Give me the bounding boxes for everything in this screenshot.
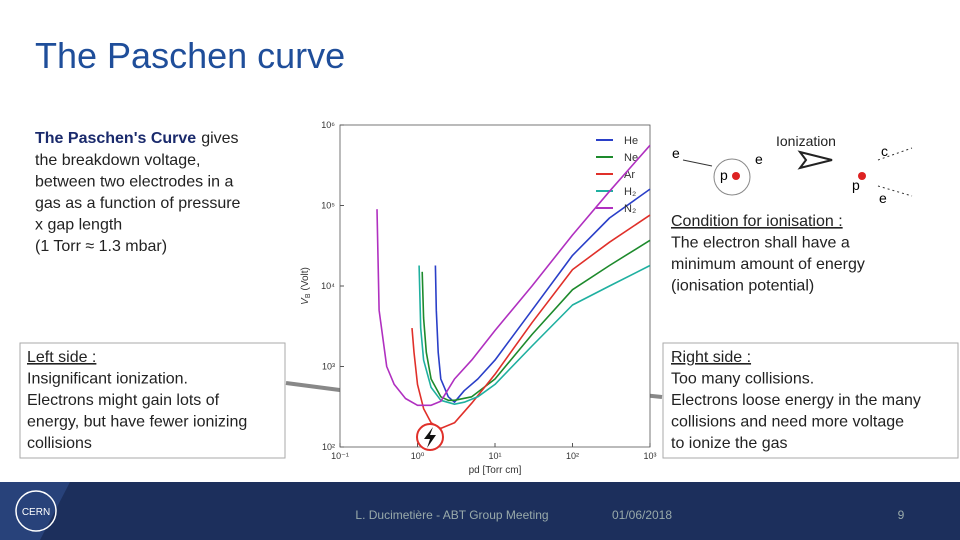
x-tick-label: 10⁻¹ <box>331 451 349 461</box>
left-box <box>19 342 286 459</box>
legend-label: He <box>624 135 638 147</box>
atom <box>713 158 751 196</box>
y-label-main: V <box>300 297 311 305</box>
particle: c <box>881 143 888 159</box>
electron-track <box>877 185 913 197</box>
reaction-arrow <box>797 150 833 170</box>
series-line <box>418 264 651 405</box>
intro-lines: the breakdown voltage, between two electr… <box>35 152 241 255</box>
nucleus <box>732 172 740 180</box>
text-line: the breakdown voltage, <box>35 152 200 169</box>
footer-bar <box>0 482 960 540</box>
y-axis-label: VB (Volt) <box>300 267 312 305</box>
legend-label: Ar <box>624 169 635 181</box>
logo: CERN <box>22 507 50 518</box>
intro-bold: The Paschen's Curve <box>35 130 196 147</box>
x-tick-label: 10³ <box>643 451 656 461</box>
legend-label: H₂ <box>624 186 636 198</box>
y-tick-label: 10² <box>322 442 335 452</box>
heading: Left side : <box>27 349 96 366</box>
text-line: collisions <box>27 435 92 452</box>
particle: e <box>672 145 680 161</box>
breakdown-marker <box>416 423 444 451</box>
y-label-sub: B <box>305 293 312 298</box>
series-line <box>421 239 651 402</box>
particle: e <box>755 151 763 167</box>
text-line: minimum amount of energy <box>671 256 865 273</box>
particle: p <box>852 177 860 193</box>
chart: 10² 10³ 10⁴ 10⁵ 10⁶ 10⁻¹ 10⁰ 10¹ 10² 10³ pd [Torr … <box>300 120 657 476</box>
logo-ring <box>15 490 57 532</box>
x-tick-label: 10⁰ <box>411 451 425 461</box>
text-line: energy, but have fewer ionizing <box>27 414 247 431</box>
y-tick-label: 10⁵ <box>321 201 335 211</box>
plot-area <box>339 124 651 448</box>
text-line: (ionisation potential) <box>671 278 814 295</box>
left-box-text: Left side : Insignificant ionization. Elec… <box>27 349 247 452</box>
text-line: Electrons loose energy in the many <box>671 392 921 409</box>
page-number: 9 <box>898 508 905 522</box>
text-line: Too many collisions. <box>671 371 814 388</box>
footer-date: 01/06/2018 <box>612 508 672 522</box>
text-line: The electron shall have a <box>671 235 850 252</box>
y-tick-label: 10⁶ <box>321 120 335 130</box>
x-axis-label: pd [Torr cm] <box>469 465 522 476</box>
x-tick-label: 10² <box>566 451 579 461</box>
text-line: (1 Torr ≈ 1.3 mbar) <box>35 238 167 255</box>
heading: Condition for ionisation : <box>671 213 843 230</box>
text-line: Electrons might gain lots of <box>27 392 220 409</box>
text-line: Insignificant ionization. <box>27 371 188 388</box>
text-line: to ionize the gas <box>671 435 788 452</box>
text-line: x gap length <box>35 217 122 234</box>
particle: e <box>879 190 887 206</box>
y-tick-label: 10³ <box>322 362 335 372</box>
slide-title: The Paschen curve <box>35 35 345 76</box>
series-line <box>376 144 651 407</box>
footer-accent <box>0 482 70 540</box>
y-tick-label: 10⁴ <box>321 281 335 291</box>
series-line <box>434 188 651 403</box>
footer-author: L. Ducimetière - ABT Group Meeting <box>355 508 548 522</box>
right-box-text: Right side : Too many collisions. Electron… <box>671 349 921 452</box>
right-box <box>662 342 959 459</box>
series-line <box>411 214 651 430</box>
electron-track <box>682 159 713 167</box>
ionization-label: Ionization <box>776 133 836 149</box>
lightning <box>424 427 436 448</box>
text-line: gas as a function of pressure <box>35 195 241 212</box>
y-label-unit: (Volt) <box>300 267 311 290</box>
electron-track <box>877 147 913 161</box>
condition-text: Condition for ionisation : The electron s… <box>671 213 865 295</box>
ion <box>858 172 866 180</box>
intro-lead: The Paschen's Curve gives <box>35 130 239 147</box>
text-line: collisions and need more voltage <box>671 414 904 431</box>
text-line: between two electrodes in a <box>35 174 233 191</box>
intro-rest: gives <box>201 130 238 147</box>
legend-label: Ne <box>624 152 638 164</box>
ionization-diagram: Ionization e p e c p e <box>672 133 913 206</box>
legend-label: N₂ <box>624 203 636 215</box>
particle: p <box>720 167 728 183</box>
heading: Right side : <box>671 349 751 366</box>
x-tick-label: 10¹ <box>488 451 501 461</box>
